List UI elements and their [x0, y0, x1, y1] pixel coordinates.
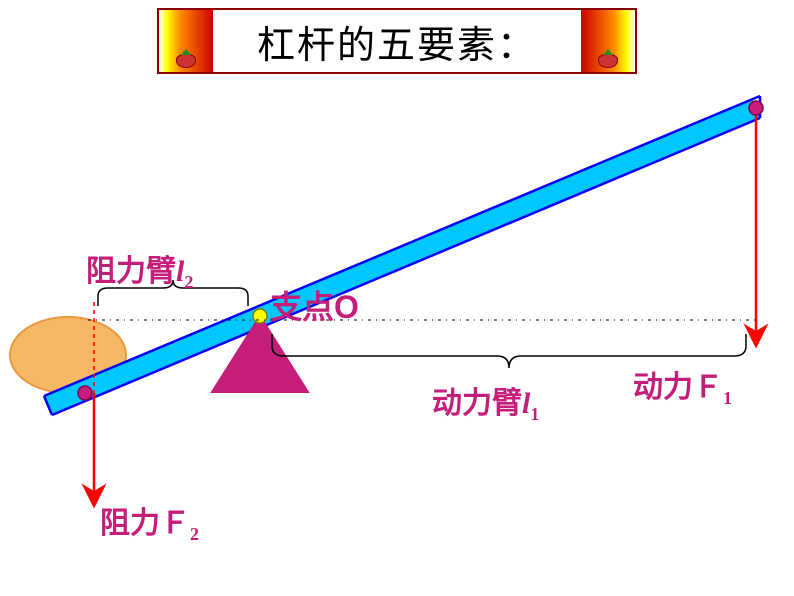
label-l2: 阻力臂l2	[86, 246, 193, 293]
label-f2-text: 阻力Ｆ	[100, 507, 190, 540]
label-pivot-o: O	[334, 289, 359, 325]
label-l2-sub: 2	[184, 272, 193, 292]
label-f1-sub: 1	[723, 388, 732, 408]
label-l1: 动力臂l1	[432, 378, 539, 425]
force-f2-origin	[78, 386, 92, 400]
pivot-point	[253, 309, 267, 323]
label-f2: 阻力Ｆ2	[100, 498, 199, 545]
force-f1-origin	[749, 101, 763, 115]
label-f2-sub: 2	[190, 524, 199, 544]
label-pivot-text: 支点	[270, 289, 334, 325]
label-l1-text: 动力臂	[432, 387, 522, 420]
label-f1: 动力Ｆ1	[633, 362, 732, 409]
label-l2-text: 阻力臂	[86, 255, 176, 288]
label-l1-sub: 1	[530, 404, 539, 424]
label-pivot: 支点O	[270, 282, 359, 328]
label-f1-text: 动力Ｆ	[633, 371, 723, 404]
